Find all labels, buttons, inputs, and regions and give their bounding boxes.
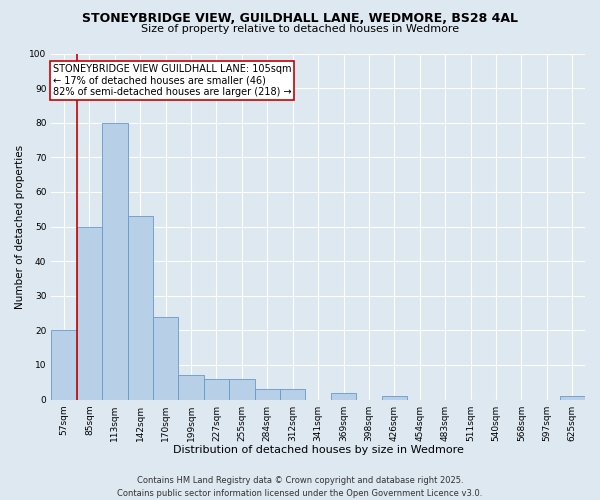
Bar bbox=[254, 389, 280, 400]
Text: Size of property relative to detached houses in Wedmore: Size of property relative to detached ho… bbox=[141, 24, 459, 34]
Bar bbox=[204, 379, 229, 400]
Bar bbox=[77, 226, 102, 400]
Bar bbox=[382, 396, 407, 400]
Bar bbox=[331, 392, 356, 400]
Bar bbox=[102, 122, 128, 400]
X-axis label: Distribution of detached houses by size in Wedmore: Distribution of detached houses by size … bbox=[173, 445, 464, 455]
Bar bbox=[178, 376, 204, 400]
Text: STONEYBRIDGE VIEW, GUILDHALL LANE, WEDMORE, BS28 4AL: STONEYBRIDGE VIEW, GUILDHALL LANE, WEDMO… bbox=[82, 12, 518, 26]
Text: STONEYBRIDGE VIEW GUILDHALL LANE: 105sqm
← 17% of detached houses are smaller (4: STONEYBRIDGE VIEW GUILDHALL LANE: 105sqm… bbox=[53, 64, 291, 97]
Bar bbox=[560, 396, 585, 400]
Text: Contains HM Land Registry data © Crown copyright and database right 2025.
Contai: Contains HM Land Registry data © Crown c… bbox=[118, 476, 482, 498]
Title: STONEYBRIDGE VIEW, GUILDHALL LANE, WEDMORE, BS28 4AL
Size of property relative t: STONEYBRIDGE VIEW, GUILDHALL LANE, WEDMO… bbox=[0, 499, 1, 500]
Bar bbox=[153, 316, 178, 400]
Y-axis label: Number of detached properties: Number of detached properties bbox=[15, 144, 25, 308]
Bar bbox=[280, 389, 305, 400]
Bar bbox=[51, 330, 77, 400]
Bar bbox=[128, 216, 153, 400]
Bar bbox=[229, 379, 254, 400]
